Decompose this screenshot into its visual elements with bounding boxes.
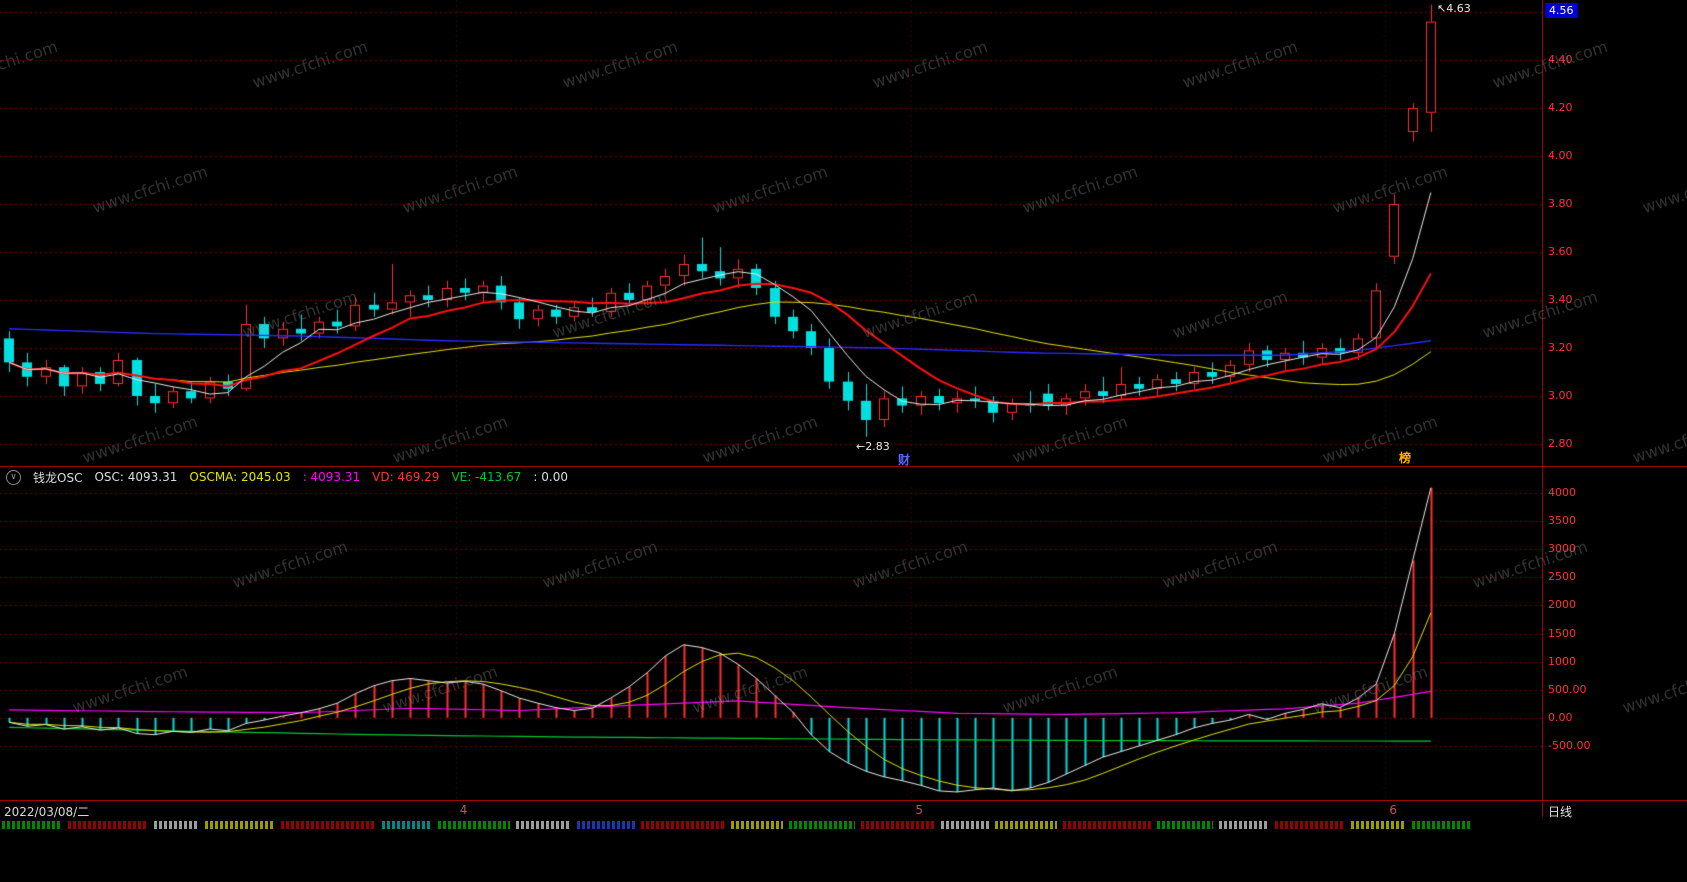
ticker-segment bbox=[861, 821, 935, 829]
ticker-segment bbox=[281, 821, 376, 829]
low-price-annotation: ←2.83 bbox=[856, 440, 890, 453]
period-label: 日线 bbox=[1548, 805, 1573, 819]
osc-axis-label: 0.00 bbox=[1548, 710, 1573, 724]
ticker-segment bbox=[516, 821, 571, 829]
high-price-annotation: ↖4.63 bbox=[1437, 2, 1471, 15]
ticker-segment bbox=[438, 821, 510, 829]
ticker-segment bbox=[941, 821, 989, 829]
ticker-segment bbox=[382, 821, 432, 829]
low-price-label: 2.83 bbox=[865, 440, 890, 453]
osc-axis-label: 1000 bbox=[1548, 654, 1576, 668]
osc-axis-label: 4000 bbox=[1548, 486, 1576, 499]
event-marker-bang[interactable]: 榜 bbox=[1399, 451, 1412, 465]
candlestick-chart-canvas[interactable] bbox=[0, 0, 1542, 466]
ticker-segment bbox=[1157, 821, 1213, 829]
ticker-segment bbox=[1412, 821, 1472, 829]
osc-value: OSC: 4093.31 bbox=[94, 470, 178, 484]
month-label: 4 bbox=[459, 803, 468, 817]
event-marker-cai[interactable]: 财 bbox=[898, 453, 911, 467]
month-label: 6 bbox=[1389, 803, 1397, 817]
osc-axis-label: 3500 bbox=[1548, 514, 1576, 528]
price-axis-label: 4.00 bbox=[1548, 149, 1573, 162]
osc2-value: : 4093.31 bbox=[302, 470, 361, 484]
price-axis: 4.56 4.40 4.20 4.00 3.80 3.60 3.40 3.20 3.00 2.8… bbox=[1542, 0, 1687, 817]
ticker-segment bbox=[1063, 821, 1151, 829]
time-axis: 2022/03/08/二 日线 4 5 6 bbox=[0, 800, 1687, 819]
last-price-tag: 4.56 bbox=[1545, 3, 1578, 18]
indicator-name: 钱龙OSC bbox=[33, 470, 83, 485]
osc-axis-label: 500.00 bbox=[1548, 682, 1587, 696]
ticker-segment bbox=[1219, 821, 1269, 829]
price-axis-label: 3.80 bbox=[1548, 197, 1573, 210]
ticker-segment bbox=[205, 821, 275, 829]
ticker-segment bbox=[154, 821, 199, 829]
price-axis-label: 3.20 bbox=[1548, 341, 1573, 354]
price-axis-label: 4.20 bbox=[1548, 101, 1573, 114]
high-arrow-icon: ↖ bbox=[1437, 2, 1447, 15]
oscma-value: OSCMA: 2045.03 bbox=[189, 470, 291, 484]
ticker-segment bbox=[577, 821, 635, 829]
vd-value: VD: 469.29 bbox=[372, 470, 440, 484]
start-date-label: 2022/03/08/二 bbox=[4, 805, 90, 819]
osc-axis-label: 1500 bbox=[1548, 626, 1576, 640]
ticker-segment bbox=[1275, 821, 1345, 829]
ticker-segment bbox=[995, 821, 1057, 829]
indicator-collapse-icon[interactable]: ∨ bbox=[6, 469, 21, 485]
high-price-label: 4.63 bbox=[1446, 2, 1471, 15]
ve-value: VE: -413.67 bbox=[451, 470, 522, 484]
ticker-segment bbox=[2, 821, 62, 829]
price-axis-label: 3.40 bbox=[1548, 293, 1573, 306]
osc-axis-label: -500.00 bbox=[1548, 738, 1591, 752]
price-axis-label: 2.80 bbox=[1548, 437, 1573, 450]
low-arrow-icon: ← bbox=[856, 440, 866, 453]
osc-axis-label: 2500 bbox=[1548, 570, 1576, 584]
ticker-strip bbox=[2, 820, 1685, 830]
price-axis-label: 3.60 bbox=[1548, 245, 1573, 258]
ticker-segment bbox=[68, 821, 148, 829]
ticker-segment bbox=[789, 821, 855, 829]
osc-axis-label: 3000 bbox=[1548, 542, 1576, 556]
month-label: 5 bbox=[915, 803, 924, 817]
ticker-segment bbox=[1351, 821, 1406, 829]
osc-axis-label: 2000 bbox=[1548, 598, 1576, 612]
oscillator-chart-canvas[interactable] bbox=[0, 487, 1542, 800]
tail-value: : 0.00 bbox=[533, 470, 568, 484]
indicator-header: ∨ 钱龙OSC OSC: 4093.31 OSCMA: 2045.03 : 40… bbox=[0, 467, 1548, 487]
price-axis-label: 3.00 bbox=[1548, 389, 1573, 402]
ticker-segment bbox=[641, 821, 725, 829]
panel-divider bbox=[0, 466, 1687, 467]
price-axis-label: 4.40 bbox=[1548, 53, 1573, 66]
ticker-segment bbox=[731, 821, 783, 829]
